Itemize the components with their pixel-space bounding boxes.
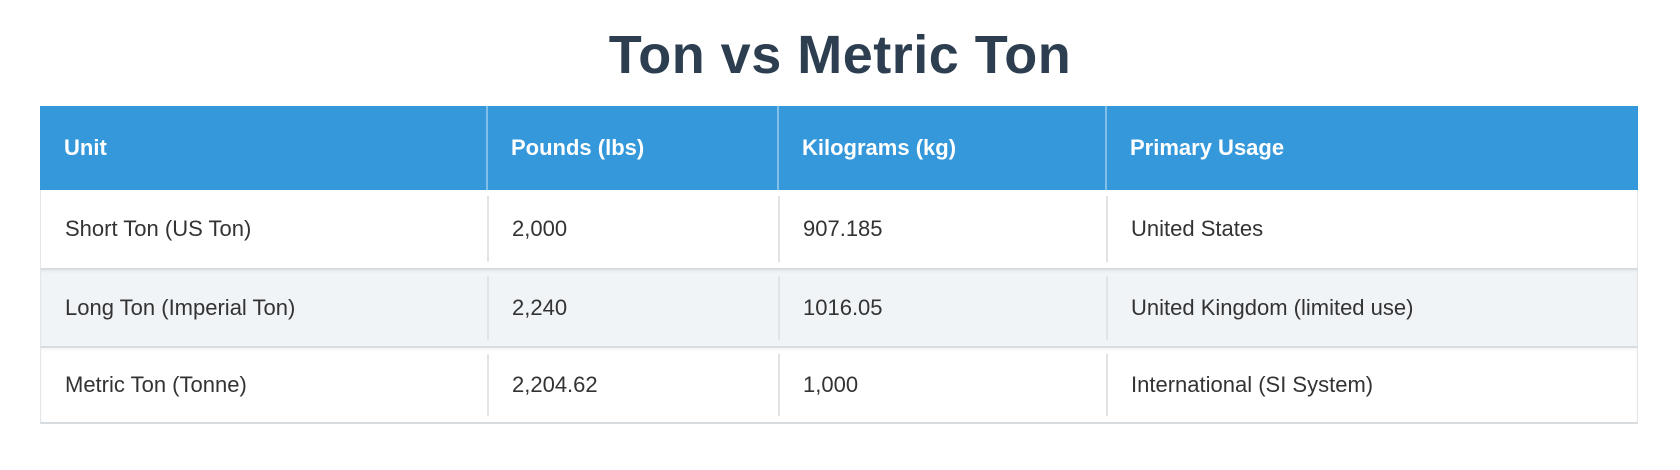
table-row: Long Ton (Imperial Ton) 2,240 1016.05 Un…: [40, 268, 1638, 346]
cell-unit: Metric Ton (Tonne): [41, 348, 489, 422]
column-header-unit: Unit: [40, 106, 488, 190]
column-header-primary-usage: Primary Usage: [1130, 135, 1285, 160]
comparison-table: Unit Pounds (lbs) Kilograms (kg) Primary…: [40, 106, 1638, 424]
cell-unit: Short Ton (US Ton): [41, 190, 489, 268]
cell-pounds: 2,240: [488, 270, 780, 346]
table-row: Metric Ton (Tonne) 2,204.62 1,000 Intern…: [40, 346, 1638, 424]
cell-pounds: 2,204.62: [488, 348, 780, 422]
cell-kilograms: 1,000: [779, 348, 1108, 422]
cell-unit: Long Ton (Imperial Ton): [41, 270, 489, 346]
table-row: Short Ton (US Ton) 2,000 907.185 United …: [40, 190, 1638, 268]
cell-pounds: 2,000: [488, 190, 780, 268]
column-header-pounds: Pounds (lbs): [487, 106, 779, 190]
cell-kilograms: 1016.05: [779, 270, 1108, 346]
cell-usage: International (SI System): [1131, 372, 1374, 397]
cell-kilograms: 907.185: [779, 190, 1108, 268]
table-header-row: Unit Pounds (lbs) Kilograms (kg) Primary…: [40, 106, 1638, 190]
cell-usage: United States: [1131, 216, 1264, 241]
cell-usage: United Kingdom (limited use): [1131, 295, 1414, 320]
page-title: Ton vs Metric Ton: [608, 25, 1072, 85]
column-header-kilograms: Kilograms (kg): [778, 106, 1107, 190]
